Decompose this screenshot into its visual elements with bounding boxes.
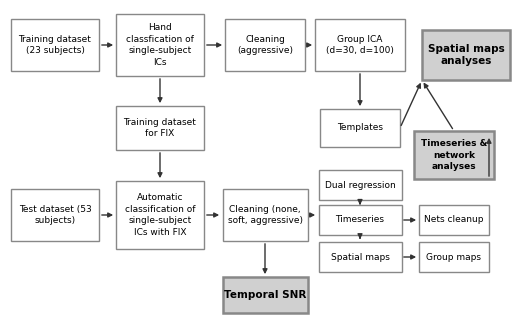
Text: Templates: Templates [337,123,383,132]
Text: Test dataset (53
subjects): Test dataset (53 subjects) [19,205,91,225]
Text: Group ICA
(d=30, d=100): Group ICA (d=30, d=100) [326,35,394,55]
Text: Cleaning
(aggressive): Cleaning (aggressive) [237,35,293,55]
Bar [315,19,405,71]
Bar [320,109,400,147]
Text: Timeseries &
network
analyses: Timeseries & network analyses [421,139,487,171]
Text: Spatial maps
analyses: Spatial maps analyses [428,44,504,67]
Bar [223,189,307,241]
Text: Training dataset
for FIX: Training dataset for FIX [123,118,196,138]
Bar [419,205,489,235]
Bar [422,30,510,80]
Bar [319,242,401,272]
Bar [116,181,204,249]
Bar [319,205,401,235]
Bar [414,131,494,179]
Text: Hand
classfication of
single-subject
ICs: Hand classfication of single-subject ICs [126,23,194,67]
Text: Temporal SNR: Temporal SNR [224,290,306,300]
Text: Spatial maps: Spatial maps [331,253,390,261]
Bar [116,106,204,150]
Text: Automatic
classification of
single-subject
ICs with FIX: Automatic classification of single-subje… [125,193,195,237]
Text: Training dataset
(23 subjects): Training dataset (23 subjects) [19,35,91,55]
Bar [223,277,307,313]
Bar [11,19,99,71]
Text: Dual regression: Dual regression [325,180,395,190]
Text: Timeseries: Timeseries [336,215,384,224]
Bar [116,14,204,76]
Bar [419,242,489,272]
Bar [319,170,401,200]
Text: Group maps: Group maps [427,253,482,261]
Bar [11,189,99,241]
Text: Nets cleanup: Nets cleanup [424,215,484,224]
Bar [225,19,305,71]
Text: Cleaning (none,
soft, aggressive): Cleaning (none, soft, aggressive) [228,205,303,225]
